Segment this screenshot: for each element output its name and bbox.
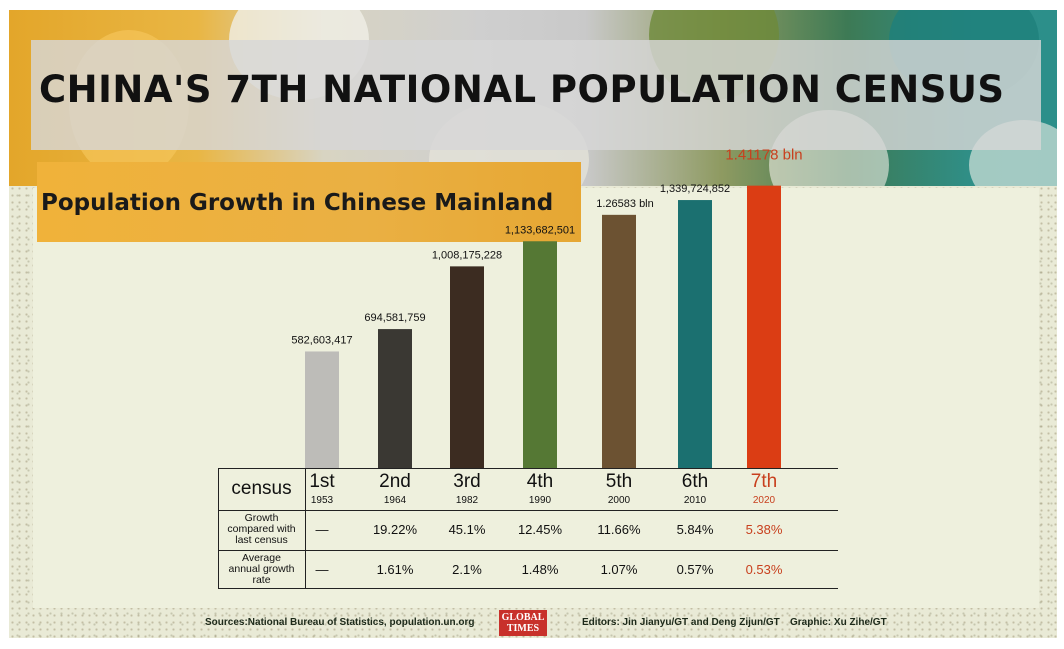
census-ordinal-1st: 1st [309,471,335,492]
bar-3rd [450,266,484,468]
logo-line-2: TIMES [506,623,540,634]
annual-rate-value-7th: 0.53% [745,562,783,577]
global-times-logo: GLOBAL TIMES [499,610,547,636]
bar-7th [747,185,781,469]
census-ordinal-3rd: 3rd [453,471,481,492]
bar-2nd [378,329,412,468]
table-divider [218,550,838,551]
row-label-line: Growth [244,512,279,524]
table-divider-vertical [305,468,306,589]
census-year-1964: 1964 [383,495,407,506]
bar-5th [602,214,636,468]
footer: Sources:National Bureau of Statistics, p… [9,608,1057,638]
table-border-bottom [218,588,838,589]
census-year-2020: 2020 [752,495,776,506]
census-ordinal-5th: 5th [605,471,633,492]
chart-subtitle: Population Growth in Chinese Mainland [41,190,554,216]
growth-value-1st: — [315,522,329,537]
census-table: census 1st 1953 — — 2nd 1964 19.22% 1.61% 3rd 1982… [218,468,838,589]
census-year-1953: 1953 [310,495,334,506]
table-border-top [218,468,838,469]
data-label-1st: 582,603,417 [291,334,352,346]
data-label-5th: 1.26583 bln [596,198,654,210]
growth-value-2nd: 19.22% [372,522,418,537]
logo-line-1: GLOBAL [501,612,545,623]
data-label-4th: 1,133,682,501 [505,224,575,236]
annual-rate-value-6th: 0.57% [676,562,714,577]
data-label-6th: 1,339,724,852 [660,183,730,195]
census-year-2010: 2010 [683,495,707,506]
annual-rate-value-4th: 1.48% [521,562,559,577]
graphic-credit: Graphic: Xu Zihe/GT [790,617,887,628]
data-label-7th: 1.41178 bln [725,147,802,164]
infographic: CHINA'S 7TH NATIONAL POPULATION CENSUS P… [9,10,1057,638]
annual-rate-value-5th: 1.07% [600,562,638,577]
bar-chart: 582,603,417 694,581,759 1,008,175,228 1,133… [291,147,803,469]
annual-rate-value-3rd: 2.1% [452,562,482,577]
bar-6th [678,200,712,468]
census-ordinal-4th: 4th [526,471,554,492]
growth-value-6th: 5.84% [676,522,714,537]
growth-value-5th: 11.66% [597,522,641,537]
table-border-left [218,468,219,589]
annual-rate-value-1st: — [315,562,329,577]
growth-value-7th: 5.38% [745,522,783,537]
table-header-label: census [231,478,292,499]
data-label-2nd: 694,581,759 [364,312,425,324]
row-label-line: Average [242,552,281,564]
census-year-1990: 1990 [528,495,552,506]
annual-rate-value-2nd: 1.61% [376,562,414,577]
subtitle-banner [37,162,581,242]
row-label-line: last census [235,534,288,547]
census-ordinal-6th: 6th [681,471,709,492]
growth-value-4th: 12.45% [517,522,563,537]
row-label-growth: Growth compared with last census [218,512,305,547]
row-label-line: annual growth [228,563,295,576]
title-band [31,40,1041,150]
row-label-line: rate [252,574,271,587]
data-label-3rd: 1,008,175,228 [432,249,502,261]
census-year-2000: 2000 [607,495,631,506]
bar-1st [305,351,339,468]
page-title: CHINA'S 7TH NATIONAL POPULATION CENSUS [39,68,1005,111]
table-divider [218,510,838,511]
census-year-1982: 1982 [455,495,479,506]
editors-text: Editors: Jin Jianyu/GT and Deng Zijun/GT [582,617,780,628]
census-ordinal-7th: 7th [750,471,778,492]
sources-text: Sources:National Bureau of Statistics, p… [205,617,475,628]
census-ordinal-2nd: 2nd [379,471,411,492]
bar-4th [523,241,557,468]
growth-value-3rd: 45.1% [448,522,486,537]
row-label-line: compared with [227,523,296,536]
row-label-annual-rate: Average annual growth rate [218,552,305,587]
